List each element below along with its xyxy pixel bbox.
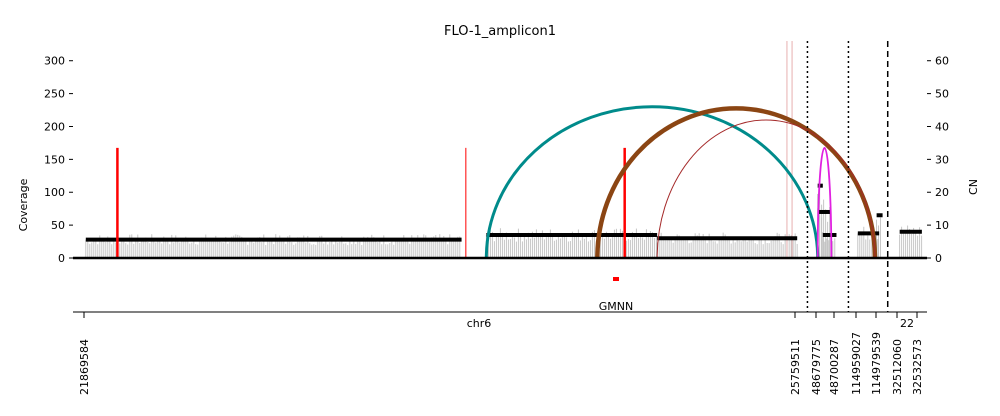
y-tick-label-left: 200 bbox=[44, 120, 65, 133]
coverage-bars bbox=[85, 41, 923, 258]
breakpoint-label: 48679775 bbox=[810, 339, 823, 395]
y-tick-label-left: 150 bbox=[44, 153, 65, 166]
y-tick-label-right: 20 bbox=[935, 186, 949, 199]
breakpoint-label: 25759511 bbox=[789, 339, 802, 395]
y-tick-label-left: 300 bbox=[44, 55, 65, 68]
breakpoint-label: 32532573 bbox=[911, 339, 924, 395]
y-tick-label-right: 0 bbox=[935, 252, 942, 265]
axes: 0 50 100 150 200 250 300 0 10 20 30 40 50 60 bbox=[44, 41, 949, 313]
y-tick-label-left: 250 bbox=[44, 88, 65, 101]
y-tick-label-left: 0 bbox=[58, 252, 65, 265]
discordant-edge bbox=[656, 119, 876, 259]
copy-number-segments bbox=[85, 183, 922, 242]
breakpoint-label: 48700287 bbox=[828, 339, 841, 395]
chromosome-label: chr6 bbox=[467, 317, 492, 330]
y-tick-label-right: 40 bbox=[935, 120, 949, 133]
y-tick-label-left: 50 bbox=[51, 219, 65, 232]
discordant-edge bbox=[595, 106, 878, 259]
gene-marker bbox=[613, 277, 619, 281]
breakpoint-label: 32512060 bbox=[891, 339, 904, 395]
gene-label: GMNN bbox=[599, 300, 633, 313]
gene-track: GMNN bbox=[599, 277, 633, 313]
y-axis-label-right: CN bbox=[967, 179, 980, 195]
y-tick-label-right: 50 bbox=[935, 88, 949, 101]
breakpoint-label: 21869584 bbox=[78, 339, 91, 395]
y-tick-label-right: 30 bbox=[935, 153, 949, 166]
breakpoint-label: 114959027 bbox=[850, 332, 863, 395]
discordant-edges bbox=[116, 105, 878, 259]
chromosome-track: chr6 22 bbox=[467, 317, 914, 330]
y-tick-label-right: 60 bbox=[935, 55, 949, 68]
breakpoint-label: 114979539 bbox=[870, 332, 883, 395]
y-tick-label-left: 100 bbox=[44, 186, 65, 199]
y-axis-label-left: Coverage bbox=[17, 178, 30, 231]
chromosome-label: 22 bbox=[900, 317, 914, 330]
discordant-edge bbox=[484, 105, 820, 259]
discordant-edge bbox=[816, 146, 833, 259]
breakpoint-labels: 21869584 25759511 48679775 48700287 11495902… bbox=[78, 312, 924, 395]
chart-title: FLO-1_amplicon1 bbox=[444, 24, 556, 39]
y-tick-label-right: 10 bbox=[935, 219, 949, 232]
